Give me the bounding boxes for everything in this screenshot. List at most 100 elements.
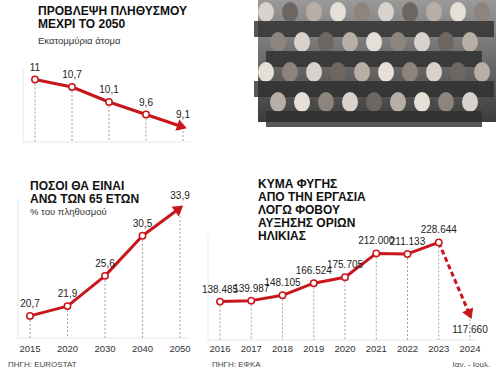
point <box>27 313 33 319</box>
data-label: 148.105 <box>264 277 301 288</box>
photo-head <box>330 2 346 22</box>
point <box>143 111 149 117</box>
title: ΑΝΩ ΤΩΝ 65 ΕΤΩΝ <box>30 192 139 206</box>
data-label: 25,6 <box>95 258 115 269</box>
chart: ΠΡΟΒΛΕΨΗ ΠΛΗΘΥΣΜΟΥΜΕΧΡΙ ΤΟ 2050Εκατομμύρ… <box>23 4 191 142</box>
line <box>220 242 439 301</box>
data-label: 9,1 <box>176 109 190 120</box>
point <box>217 298 223 304</box>
drop-line <box>282 295 283 340</box>
photo-head <box>270 32 286 52</box>
point <box>342 274 348 280</box>
photo-head <box>402 2 418 22</box>
drop-line <box>345 277 346 340</box>
photo-head <box>282 62 298 82</box>
y-axis-line <box>18 199 19 338</box>
point <box>64 303 70 309</box>
drop-line <box>438 242 439 340</box>
plot-area <box>27 206 183 338</box>
data-label: 175.705 <box>327 259 364 270</box>
photo-head <box>306 62 322 82</box>
point <box>69 84 75 90</box>
photo-head <box>462 32 478 52</box>
drop-line <box>220 302 221 340</box>
x-tick-label: 2016 <box>209 343 230 354</box>
photo-head <box>258 2 274 22</box>
data-label: 211.133 <box>390 236 426 247</box>
point <box>373 250 379 256</box>
point <box>248 297 254 303</box>
photo-head <box>414 32 430 52</box>
photo-body <box>434 111 458 127</box>
point <box>436 239 442 245</box>
photo-head <box>294 32 310 52</box>
arrow-marker <box>172 206 184 217</box>
data-label: 117.660 <box>452 324 488 335</box>
photo <box>254 0 496 127</box>
data-label: 10,7 <box>62 69 82 80</box>
point <box>102 273 108 279</box>
photo-head <box>414 92 430 112</box>
photo-bg <box>258 0 496 122</box>
photo-head <box>378 62 394 82</box>
arrow-marker <box>175 119 186 130</box>
data-label: 21,9 <box>58 288 78 299</box>
title: ΑΠΟ ΤΗΝ ΕΡΓΑΣΙΑ <box>258 190 366 204</box>
photo-body <box>410 111 434 127</box>
photo-head <box>282 2 298 22</box>
photo-body <box>266 111 290 127</box>
x-axis-line <box>208 340 478 341</box>
photo-body <box>362 111 386 127</box>
x-tick-label: 2023 <box>428 343 449 354</box>
title: ΚΥΜΑ ΦΥΓΗΣ <box>258 177 337 191</box>
annotation: Ιαν. - Ιουλ. <box>453 360 490 369</box>
drop-line <box>313 283 314 340</box>
x-tick-label: 2020 <box>57 343 78 354</box>
title: ΛΟΓΩ ΦΟΒΟΥ <box>258 203 340 217</box>
photo-head <box>258 62 274 82</box>
photo-head <box>390 92 406 112</box>
drop-line <box>72 87 73 142</box>
point <box>404 251 410 257</box>
x-tick-label: 2020 <box>334 343 355 354</box>
point <box>279 292 285 298</box>
data-label: 20,7 <box>20 298 40 309</box>
photo-head <box>342 32 358 52</box>
annotation: ΠΗΓΗ: ΕΦΚΑ <box>212 360 261 369</box>
x-tick-label: 2040 <box>132 343 153 354</box>
photo-head <box>330 62 346 82</box>
photo-head <box>426 62 442 82</box>
line <box>35 80 183 128</box>
point <box>139 233 145 239</box>
drop-line <box>109 102 110 142</box>
annotation: ΠΗΓΗ: EUROSTAT <box>8 360 77 369</box>
data-label: 228.644 <box>421 224 458 235</box>
drop-line <box>251 301 252 340</box>
drop-line <box>146 115 147 143</box>
photo-head <box>402 62 418 82</box>
photo-head <box>438 92 454 112</box>
arrow-marker <box>462 307 473 319</box>
photo-head <box>318 32 334 52</box>
point <box>32 76 38 82</box>
plot-area <box>32 76 187 142</box>
subtitle: % του πληθυσμού <box>30 206 107 217</box>
data-label: 33,9 <box>170 190 190 201</box>
photo-head <box>354 2 370 22</box>
plot-area <box>217 239 473 340</box>
photo-head <box>306 2 322 22</box>
data-label: 11 <box>30 62 41 73</box>
title: ΠΟΣΟΙ ΘΑ ΕΙΝΑΙ <box>30 179 124 193</box>
line <box>439 242 470 315</box>
x-tick-label: 2019 <box>303 343 324 354</box>
x-tick-label: 2024 <box>459 343 480 354</box>
data-label: 30,5 <box>133 218 153 229</box>
photo-head <box>342 92 358 112</box>
title: ΑΥΞΗΣΗΣ ΟΡΙΩΝ <box>258 216 355 230</box>
title: ΜΕΧΡΙ ΤΟ 2050 <box>38 17 125 31</box>
photo-head <box>390 32 406 52</box>
line <box>30 208 180 316</box>
photo-head <box>270 92 286 112</box>
subtitle: Εκατομμύρια άτομα <box>38 35 121 46</box>
photo-head <box>426 2 442 22</box>
